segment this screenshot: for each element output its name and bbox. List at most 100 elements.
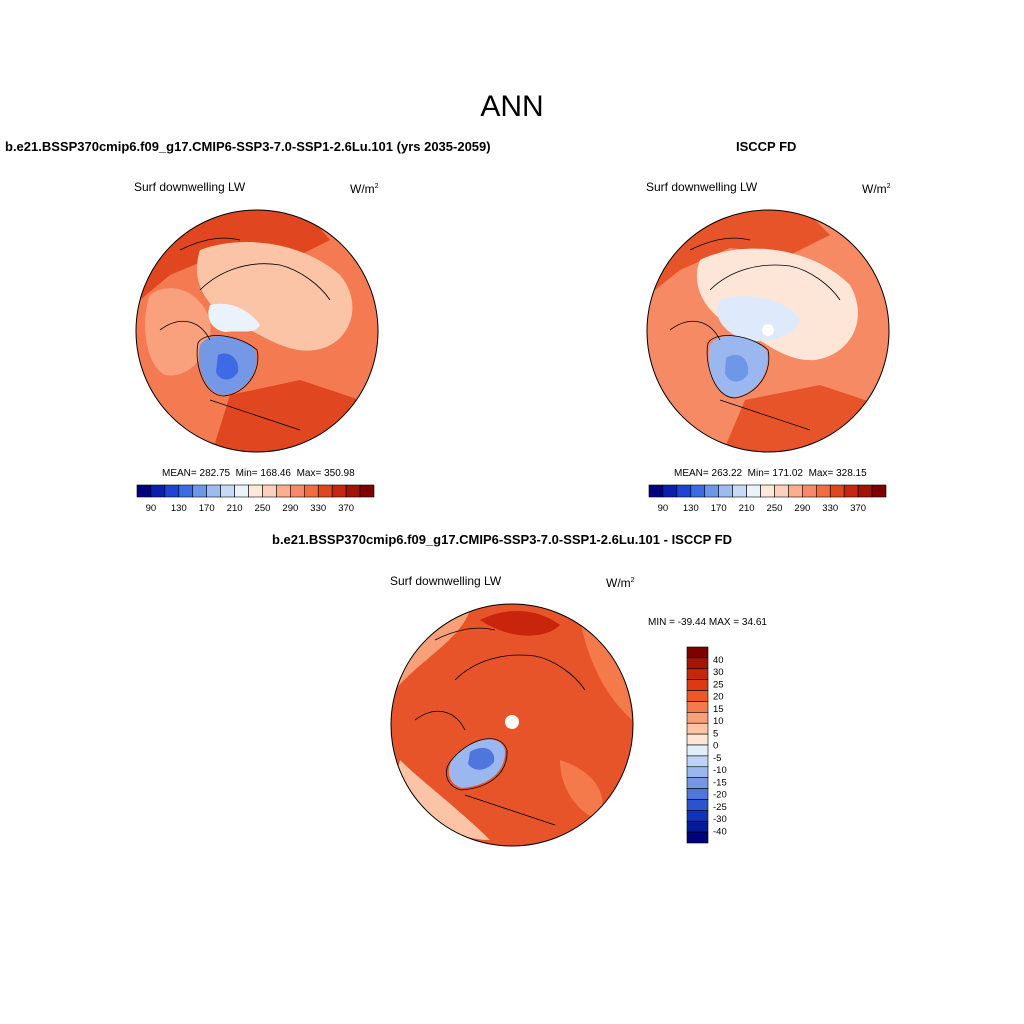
colorbar-1-swatch bbox=[331, 484, 347, 498]
map-2-ice-region bbox=[717, 296, 800, 341]
colorbar-3-tick-label: 20 bbox=[713, 692, 724, 703]
panel-1-stats: MEAN= 282.75 Min= 168.46 Max= 350.98 bbox=[162, 468, 355, 479]
colorbar-2-swatch bbox=[871, 484, 887, 498]
colorbar-3-tick-label: 30 bbox=[713, 667, 724, 678]
colorbar-3-swatch bbox=[686, 701, 709, 713]
colorbar-3-swatch bbox=[686, 810, 709, 822]
map-2-coastlines bbox=[669, 237, 841, 431]
colorbar-panel-2: 90 130 170 210 250 290 330 370 bbox=[648, 484, 887, 514]
map-3-pale-region-sw bbox=[395, 760, 490, 840]
panel-1-title: b.e21.BSSP370cmip6.f09_g17.CMIP6-SSP3-7.… bbox=[5, 139, 491, 154]
colorbar-1-swatch bbox=[276, 484, 291, 498]
colorbar-2-swatch bbox=[788, 484, 803, 498]
colorbar-1-swatch bbox=[303, 484, 319, 498]
colorbar-1-swatch bbox=[220, 484, 235, 498]
panel-1-mean: MEAN= 282.75 bbox=[162, 468, 231, 479]
colorbar-panel-1: 90 130 170 210 250 290 330 370 bbox=[136, 484, 375, 514]
colorbar-3-swatch bbox=[686, 733, 709, 746]
map-1-cold-core bbox=[216, 353, 239, 380]
colorbar-2-tick-label: 90 bbox=[658, 503, 669, 514]
panel-3-units: W/m2 bbox=[606, 576, 635, 590]
colorbar-2-swatch bbox=[857, 484, 873, 498]
map-1-pale-region bbox=[196, 242, 353, 351]
panel-2-min: Min= 171.02 bbox=[747, 468, 803, 479]
colorbar-2-swatch bbox=[843, 484, 859, 498]
colorbar-3-tick-label: -30 bbox=[713, 814, 727, 825]
map-panel-2 bbox=[646, 209, 890, 453]
colorbar-1-tick-label: 130 bbox=[171, 503, 187, 514]
colorbar-1-swatch bbox=[178, 484, 194, 498]
colorbar-3-swatch bbox=[686, 690, 709, 702]
colorbar-2-swatch bbox=[774, 484, 789, 498]
colorbar-3-swatch bbox=[686, 766, 709, 778]
map-panel-1 bbox=[135, 209, 379, 453]
panel-1-variable: Surf downwelling LW bbox=[134, 180, 246, 194]
panel-3-minmax: MIN = -39.44 MAX = 34.61 bbox=[648, 617, 767, 628]
map-3-mid-region-ne bbox=[580, 620, 632, 720]
panel-2-max: Max= 328.15 bbox=[808, 468, 867, 479]
colorbar-2-swatch bbox=[746, 484, 761, 498]
map-2-field bbox=[647, 210, 889, 452]
map-1-greenland-coast bbox=[196, 335, 259, 397]
colorbar-3-swatch bbox=[686, 820, 709, 833]
colorbar-3-tick-label: 5 bbox=[713, 728, 718, 739]
colorbar-3-tick-label: 15 bbox=[713, 704, 724, 715]
colorbar-2-swatch bbox=[676, 484, 692, 498]
colorbar-2-swatch bbox=[732, 484, 747, 498]
figure-title: ANN bbox=[480, 90, 544, 123]
panel-1-max: Max= 350.98 bbox=[296, 468, 355, 479]
colorbar-2-swatch bbox=[829, 484, 845, 498]
colorbar-2-swatch bbox=[802, 484, 817, 498]
colorbar-1-swatch bbox=[192, 484, 208, 498]
colorbar-3-tick-label: 40 bbox=[713, 655, 724, 666]
colorbar-2-swatch bbox=[648, 484, 664, 498]
colorbar-2-swatch bbox=[704, 484, 720, 498]
map-3-greenland-coast bbox=[446, 738, 508, 791]
colorbar-3-swatch bbox=[686, 657, 709, 670]
map-2-greenland-coast bbox=[706, 335, 770, 399]
colorbar-1-tick-label: 330 bbox=[310, 503, 326, 514]
colorbar-2-swatch bbox=[815, 484, 831, 498]
map-3-pole-hole bbox=[505, 715, 519, 729]
colorbar-3-swatch bbox=[686, 777, 709, 789]
colorbar-3-tick-label: -10 bbox=[713, 765, 727, 776]
colorbar-1-swatch bbox=[359, 484, 375, 498]
colorbar-2-swatch bbox=[662, 484, 678, 498]
colorbar-1-tick-label: 370 bbox=[338, 503, 354, 514]
map-3-mid-region-se bbox=[560, 760, 603, 820]
map-3-coastlines bbox=[414, 627, 586, 826]
panel-2-units: W/m2 bbox=[862, 182, 891, 196]
colorbar-3-swatch bbox=[686, 722, 709, 735]
colorbar-3-swatch bbox=[686, 712, 709, 724]
panel-2-stats: MEAN= 263.22 Min= 171.02 Max= 328.15 bbox=[674, 468, 867, 479]
map-2-pole-hole bbox=[762, 324, 774, 336]
colorbar-1-swatch bbox=[234, 484, 249, 498]
map-1-coastlines bbox=[159, 237, 331, 431]
map-1-ice-region bbox=[208, 303, 260, 332]
colorbar-3-swatch bbox=[686, 755, 709, 768]
colorbar-1-tick-label: 210 bbox=[227, 503, 243, 514]
map-1-field bbox=[136, 210, 378, 452]
colorbar-3-tick-label: -15 bbox=[713, 777, 727, 788]
map-2-cold-core bbox=[725, 354, 749, 382]
panel-1-units: W/m2 bbox=[350, 182, 379, 196]
colorbar-1-tick-label: 250 bbox=[255, 503, 271, 514]
colorbar-1-swatch bbox=[317, 484, 333, 498]
colorbar-3-tick-label: 10 bbox=[713, 716, 724, 727]
colorbar-2-tick-label: 170 bbox=[711, 503, 727, 514]
panel-3-variable: Surf downwelling LW bbox=[390, 574, 502, 588]
panel-2-variable: Surf downwelling LW bbox=[646, 180, 758, 194]
colorbar-2-tick-label: 210 bbox=[739, 503, 755, 514]
colorbar-2-swatch bbox=[760, 484, 775, 498]
map-3-dark-region-north bbox=[480, 610, 560, 636]
colorbar-3-tick-label: 0 bbox=[713, 741, 718, 752]
colorbar-1-swatch bbox=[248, 484, 263, 498]
panel-2-title: ISCCP FD bbox=[736, 139, 797, 154]
map-1-border bbox=[135, 209, 379, 453]
map-3-field bbox=[391, 604, 633, 846]
colorbar-1-swatch bbox=[136, 484, 152, 498]
colorbar-1-tick-label: 90 bbox=[146, 503, 157, 514]
panel-1-min: Min= 168.46 bbox=[235, 468, 291, 479]
